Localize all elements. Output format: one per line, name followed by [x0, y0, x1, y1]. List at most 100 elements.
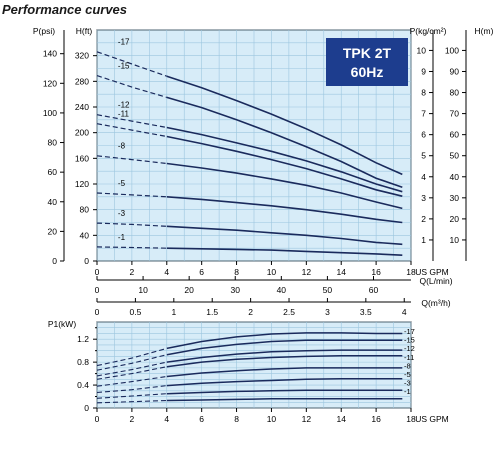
gpm-axis-title: US GPM: [415, 267, 449, 277]
head-curve-line: [166, 196, 403, 224]
power-curve-dashed-segment: [96, 385, 167, 394]
head-ft-tick-label: 240: [75, 102, 89, 112]
power-gpm-tick-label: 16: [371, 414, 381, 424]
head-curve-dashed-segment: [96, 75, 167, 98]
hm-tick-label: 90: [450, 66, 460, 76]
model-badge: [326, 38, 408, 86]
head-curve-dashed-segment: [96, 246, 167, 249]
hm-tick-label: 50: [450, 151, 460, 161]
m3h-tick-label: 1: [171, 307, 176, 317]
gpm-tick-label: 6: [199, 267, 204, 277]
power-gpm-tick-label: 10: [267, 414, 277, 424]
kg-tick-label: 4: [421, 172, 426, 182]
m3h-tick-label: 3: [325, 307, 330, 317]
head-curve-line: [166, 135, 403, 197]
kg-tick-label: 10: [417, 45, 427, 55]
power-curve-line: [166, 349, 403, 363]
psi-tick-label: 120: [43, 78, 57, 88]
lpm-tick-label: 20: [184, 285, 194, 295]
psi-axis-title: P(psi): [33, 26, 55, 36]
power-curve-dashed-segment: [96, 393, 167, 399]
m3h-tick-label: 3.5: [360, 307, 372, 317]
head-curve-dashed-segment: [96, 123, 167, 138]
power-gpm-tick-label: 12: [302, 414, 312, 424]
head-curve-label: -1: [118, 233, 126, 242]
hm-tick-label: 30: [450, 193, 460, 203]
head-ft-tick-label: 320: [75, 51, 89, 61]
head-curve-line: [166, 225, 403, 246]
kg-tick-label: 3: [421, 193, 426, 203]
power-curve-line: [166, 367, 403, 378]
kw-tick-label: 0: [84, 403, 89, 413]
gpm-tick-label: 14: [336, 267, 346, 277]
head-curve-line: [166, 126, 403, 193]
kg-tick-label: 1: [421, 235, 426, 245]
m3h-tick-label: 4: [402, 307, 407, 317]
head-ft-tick-label: 200: [75, 128, 89, 138]
gpm-tick-label: 10: [267, 267, 277, 277]
model-badge-frequency: 60Hz: [351, 64, 384, 80]
power-curve-line: [166, 355, 403, 368]
head-curve-label: -17: [118, 38, 130, 47]
power-curve-label: -5: [404, 370, 411, 379]
m3h-tick-label: 0: [95, 307, 100, 317]
hm-tick-label: 80: [450, 88, 460, 98]
power-curve-dashed-segment: [96, 375, 167, 387]
lpm-tick-label: 10: [138, 285, 148, 295]
head-ft-tick-label: 40: [80, 230, 90, 240]
power-curve-dashed-segment: [96, 347, 167, 367]
head-curve-line: [166, 162, 403, 210]
hm-tick-label: 20: [450, 214, 460, 224]
kg-tick-label: 5: [421, 151, 426, 161]
gpm-tick-label: 0: [95, 267, 100, 277]
gpm-tick-label: 16: [371, 267, 381, 277]
head-curve-line: [166, 96, 403, 188]
head-curve-label: -5: [118, 179, 126, 188]
kg-axis-title: P(kg/cm²): [410, 26, 447, 36]
hm-tick-label: 70: [450, 109, 460, 119]
gpm-tick-label: 12: [302, 267, 312, 277]
head-curve-label: -11: [118, 110, 130, 119]
head-curve-dashed-segment: [96, 192, 167, 198]
power-curve-line: [166, 398, 403, 402]
kg-tick-label: 7: [421, 109, 426, 119]
head-curve-label: -8: [118, 142, 126, 151]
lpm-axis-title: Q(L/min): [419, 276, 452, 286]
power-curve-label: -15: [404, 336, 415, 345]
head-curve-dashed-segment: [96, 114, 167, 129]
m3h-tick-label: 1.5: [206, 307, 218, 317]
power-curve-line: [166, 378, 403, 387]
head-curve-dashed-segment: [96, 155, 167, 165]
power-gpm-tick-label: 2: [130, 414, 135, 424]
hm-tick-label: 60: [450, 130, 460, 140]
hm-tick-label: 10: [450, 235, 460, 245]
psi-tick-label: 0: [52, 256, 57, 266]
head-curve-line: [166, 75, 403, 176]
head-curve-label: -3: [118, 209, 126, 218]
psi-tick-label: 60: [48, 167, 58, 177]
power-curve-line: [166, 332, 403, 350]
model-badge-title: TPK 2T: [343, 45, 392, 61]
hm-axis-title: H(m): [475, 26, 494, 36]
head-ft-tick-label: 280: [75, 76, 89, 86]
m3h-tick-label: 0.5: [129, 307, 141, 317]
head-curve-dashed-segment: [96, 222, 167, 227]
kg-tick-label: 6: [421, 130, 426, 140]
head-ft-axis-title: H(ft): [76, 26, 93, 36]
hm-tick-label: 40: [450, 172, 460, 182]
power-gpm-axis-title: US GPM: [415, 414, 449, 424]
lpm-tick-label: 50: [323, 285, 333, 295]
hm-tick-label: 100: [445, 45, 459, 55]
page-title: Performance curves: [2, 2, 127, 17]
power-curve-label: -3: [404, 379, 411, 388]
m3h-tick-label: 2: [248, 307, 253, 317]
power-curve-dashed-segment: [96, 399, 167, 404]
power-gpm-tick-label: 4: [164, 414, 169, 424]
power-curve-label: -8: [404, 361, 411, 370]
power-curve-label: -1: [404, 387, 411, 396]
psi-tick-label: 40: [48, 197, 58, 207]
head-curve-line: [166, 247, 403, 256]
kw-tick-label: 0.4: [77, 380, 89, 390]
power-curve-label: -11: [404, 353, 414, 362]
